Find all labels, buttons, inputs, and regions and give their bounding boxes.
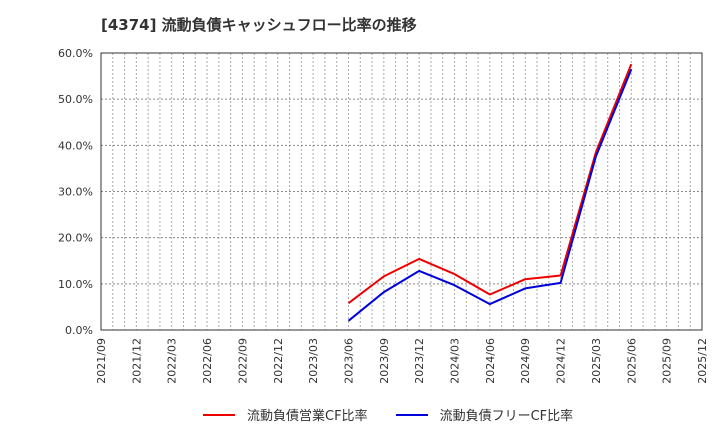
legend: 流動負債営業CF比率 流動負債フリーCF比率 [203,405,601,424]
x-tick-label: 2021/09 [95,338,108,384]
legend-swatch-blue-icon [395,413,428,416]
x-tick-label: 2025/09 [661,338,674,384]
x-tick-label: 2025/12 [696,338,709,384]
y-tick-label: 40.0% [58,139,93,152]
x-tick-label: 2023/06 [342,338,355,384]
series-operating-cf-line [347,63,633,304]
chart-title: [4374] 流動負債キャッシュフロー比率の推移 [101,16,417,34]
data-series [347,63,633,322]
legend-item-operating-cf: 流動負債営業CF比率 [203,405,368,424]
x-tick-label: 2024/06 [484,338,497,384]
x-axis: 2021/09 2021/12 2022/03 2022/06 2022/09 2022/… [95,338,709,384]
y-tick-label: 60.0% [58,47,93,60]
x-tick-label: 2023/09 [378,338,391,384]
x-tick-label: 2024/03 [449,338,462,384]
x-tick-label: 2023/03 [307,338,320,384]
y-axis: 0.0% 10.0% 20.0% 30.0% 40.0% 50.0% 60.0% [58,47,93,337]
x-tick-label: 2024/09 [519,338,532,384]
y-tick-label: 50.0% [58,93,93,106]
plot-frame [100,52,703,331]
legend-item-free-cf: 流動負債フリーCF比率 [395,405,574,424]
x-tick-label: 2023/12 [413,338,426,384]
x-tick-label: 2022/09 [236,338,249,384]
gridlines [101,53,702,330]
x-tick-label: 2025/03 [590,338,603,384]
x-tick-label: 2022/06 [201,338,214,384]
legend-label: 流動負債営業CF比率 [247,409,368,424]
y-tick-label: 30.0% [58,186,93,199]
legend-swatch-red-icon [203,413,235,416]
y-tick-label: 10.0% [58,278,93,291]
y-tick-label: 20.0% [58,232,93,245]
x-tick-label: 2021/12 [130,338,143,384]
x-tick-label: 2022/12 [272,338,285,384]
x-tick-label: 2024/12 [555,338,568,384]
legend-label: 流動負債フリーCF比率 [439,409,574,424]
y-tick-label: 0.0% [65,324,93,337]
x-tick-label: 2022/03 [166,338,179,384]
x-tick-label: 2025/06 [625,338,638,384]
series-free-cf-line [347,68,633,322]
